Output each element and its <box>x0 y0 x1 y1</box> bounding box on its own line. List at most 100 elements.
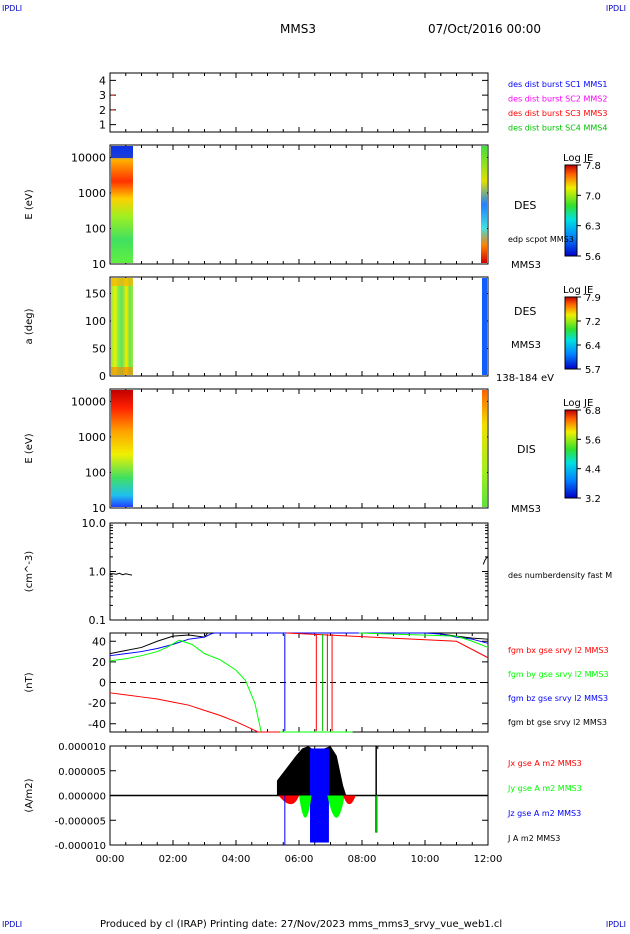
x-tick-label: 10:00 <box>411 854 440 865</box>
colorbar-tick-label: 4.4 <box>585 465 601 476</box>
panel-label: MMS3 <box>511 504 541 515</box>
y-tick-label: 150 <box>85 288 106 301</box>
colorbar-tick-label: 6.8 <box>585 406 601 417</box>
y-tick-label: -20 <box>88 697 106 710</box>
corner-label-tl: IPDLI <box>2 4 23 13</box>
legend-entry: des dist burst SC4 MMS4 <box>508 124 607 133</box>
legend-entry: des dist burst SC3 MMS3 <box>508 109 607 118</box>
colorbar-tick-label: 7.9 <box>585 293 601 304</box>
colorbar-tick-label: 7.8 <box>585 161 601 172</box>
y-axis-label: E (eV) <box>24 189 35 219</box>
panel-label: DES <box>514 305 536 318</box>
panel-frame <box>109 388 489 509</box>
x-tick-label: 02:00 <box>159 854 188 865</box>
y-tick-label: 10000 <box>71 395 106 408</box>
panel-label: MMS3 <box>511 340 541 351</box>
des-energy-spectrogram <box>111 146 133 263</box>
y-tick-label: 100 <box>85 466 106 479</box>
colorbar-title: Log JE <box>563 153 593 164</box>
panel-frame <box>109 72 489 133</box>
panel-label: 138-184 eV <box>496 373 554 384</box>
current-jy-lobe <box>299 795 312 818</box>
series-label: Jx gse A m2 MMS3 <box>507 759 582 768</box>
y-tick-label: 100 <box>85 222 106 235</box>
des-pitch-spectrogram-end <box>482 278 487 375</box>
y-tick-label: 0.000000 <box>58 792 106 803</box>
colorbar-tick-label: 3.2 <box>585 494 601 505</box>
y-tick-label: 10 <box>92 502 106 515</box>
legend-entry: des dist burst SC2 MMS2 <box>508 95 607 104</box>
y-tick-label: 20 <box>92 656 106 669</box>
y-tick-label: 10000 <box>71 151 106 164</box>
y-tick-label: 1.0 <box>89 566 107 579</box>
y-tick-label: 40 <box>92 635 106 648</box>
dis-energy-spectrogram-end <box>482 390 487 507</box>
series-label: fgm bz gse srvy l2 MMS3 <box>508 694 608 703</box>
y-tick-label: 3 <box>99 89 106 102</box>
y-tick-label: 4 <box>99 74 106 87</box>
panel-label: edp scpot MMS3 <box>508 235 574 244</box>
footer-credits: Produced by cl (IRAP) Printing date: 27/… <box>100 919 503 930</box>
y-tick-label: 0 <box>99 370 106 383</box>
bfield-series-line <box>109 639 353 733</box>
spacecraft-title: MMS3 <box>280 22 316 36</box>
y-axis-label: (cm^-3) <box>24 551 35 592</box>
des-pitch-spectrogram <box>111 278 133 375</box>
panel-label: DES <box>514 199 536 212</box>
y-tick-label: 100 <box>85 315 106 328</box>
y-tick-label: 0.000010 <box>58 742 106 753</box>
current-jx-lobe <box>343 795 356 805</box>
x-tick-label: 12:00 <box>474 854 503 865</box>
corner-label-bl: IPDLI <box>2 920 23 929</box>
y-tick-label: 0.1 <box>89 614 107 627</box>
y-tick-label: 0 <box>99 677 106 690</box>
y-axis-label: E (eV) <box>24 433 35 463</box>
y-tick-label: 1 <box>99 119 106 132</box>
x-tick-label: 00:00 <box>96 854 125 865</box>
colorbar-tick-label: 5.7 <box>585 365 601 376</box>
colorbar-tick-label: 6.3 <box>585 222 601 233</box>
series-label: fgm bt gse srvy l2 MMS3 <box>508 718 607 727</box>
series-label: Jz gse A m2 MMS3 <box>507 809 581 818</box>
colorbar-tick-label: 5.6 <box>585 435 601 446</box>
bfield-series-line <box>358 632 489 648</box>
panel-label: DIS <box>517 443 536 456</box>
des-energy-spectrogram-end <box>481 146 487 263</box>
series-label: des numberdensity fast M <box>508 571 612 580</box>
current-jx-lobe <box>278 795 299 805</box>
colorbar-title: Log JE <box>563 398 593 409</box>
x-tick-label: 08:00 <box>348 854 377 865</box>
dis-energy-spectrogram <box>111 390 133 507</box>
y-tick-label: -0.000010 <box>55 841 106 852</box>
y-tick-label: 2 <box>99 104 106 117</box>
current-jy-lobe <box>327 795 345 818</box>
corner-label-br: IPDLI <box>605 920 626 929</box>
panel-frame <box>109 276 489 377</box>
bfield-series-line <box>109 632 489 657</box>
panel-label: MMS3 <box>511 260 541 271</box>
density-series-line <box>109 572 133 576</box>
colorbar-title: Log JE <box>563 285 593 296</box>
des-pitch-spectrogram-top <box>111 278 133 286</box>
y-axis-label: (A/m2) <box>24 778 35 812</box>
des-energy-spectrogram-top <box>111 146 133 158</box>
series-label: Jy gse A m2 MMS3 <box>507 784 582 793</box>
y-tick-label: 50 <box>92 343 106 356</box>
colorbar-dis-energy <box>564 409 578 499</box>
y-tick-label: 1000 <box>78 187 106 200</box>
series-label: fgm bx gse srvy l2 MMS3 <box>508 646 609 655</box>
y-axis-label: (nT) <box>24 672 35 692</box>
bfield-series-line <box>286 632 489 659</box>
panel-frame <box>109 144 489 265</box>
series-label: fgm by gse srvy l2 MMS3 <box>508 670 609 679</box>
colorbar-tick-label: 5.6 <box>585 252 601 263</box>
y-tick-label: 10 <box>92 258 106 271</box>
current-jz-block <box>310 748 329 843</box>
colorbar-des-pitch <box>564 296 578 370</box>
corner-label-tr: IPDLI <box>605 4 626 13</box>
y-axis-label: a (deg) <box>24 308 35 344</box>
x-tick-label: 06:00 <box>285 854 314 865</box>
date-title: 07/Oct/2016 00:00 <box>428 22 542 36</box>
legend-entry: des dist burst SC1 MMS1 <box>508 80 607 89</box>
